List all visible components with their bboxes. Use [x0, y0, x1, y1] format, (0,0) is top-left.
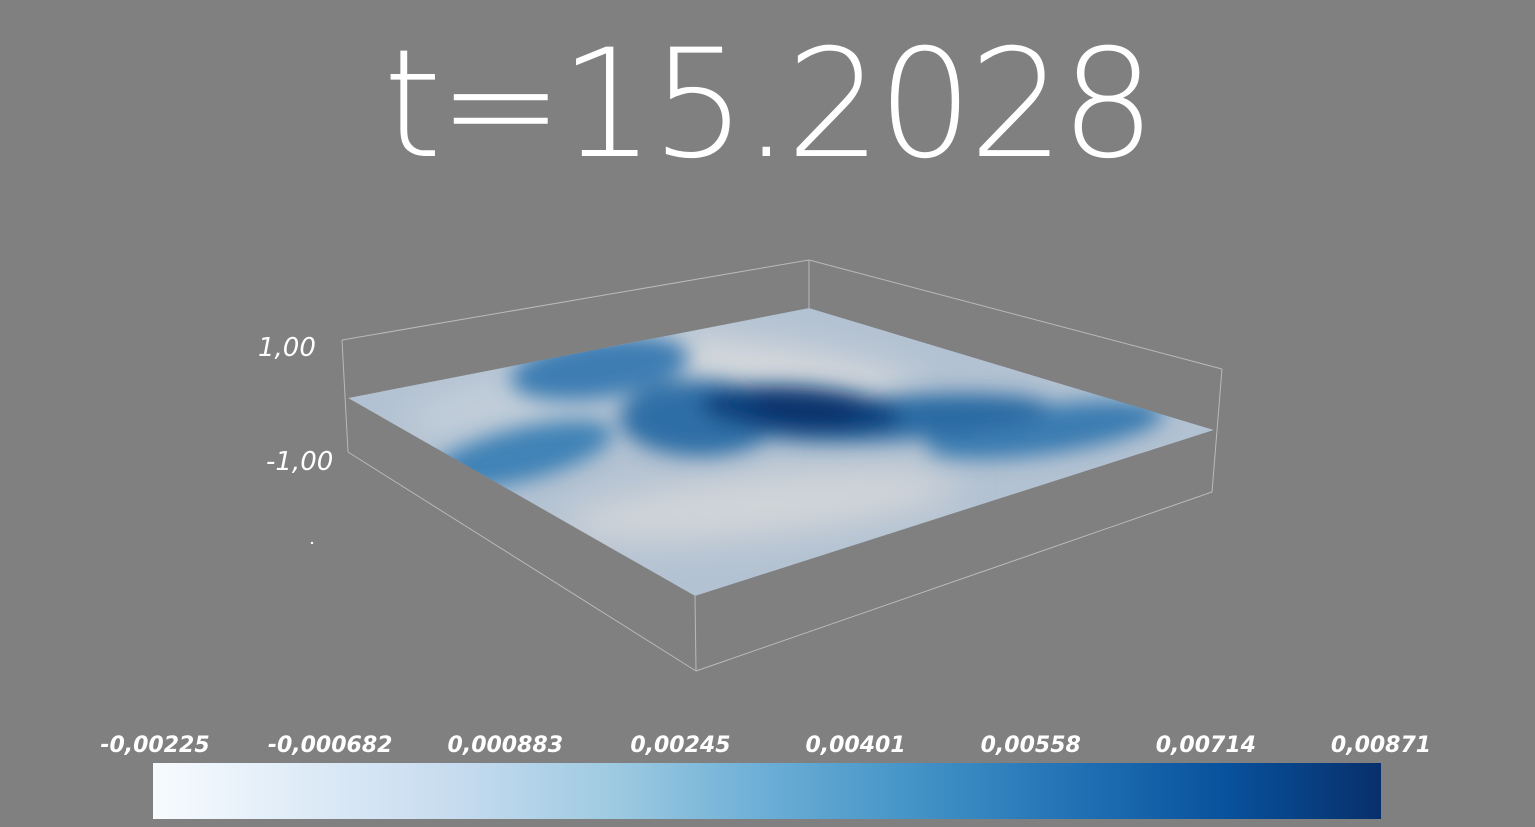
- bounding-box-back: [341, 259, 1223, 493]
- colorbar-tick-labels: -0,00225 -0,000682 0,000883 0,00245 0,00401 0…: [0, 733, 1535, 763]
- surface-plot-scene[interactable]: 1,00 -1,00: [0, 0, 1535, 720]
- colorbar-tick-label: 0,00714: [1155, 733, 1256, 758]
- colorbar-tick-label: 0,00871: [1330, 733, 1432, 758]
- axes-origin-dot: [310, 541, 314, 545]
- scalar-surface: [348, 308, 1214, 596]
- colorbar-tick-label: -0,00225: [100, 733, 210, 758]
- z-axis-tick-top: 1,00: [258, 333, 316, 363]
- colorbar-tick-label: 0,00401: [805, 733, 906, 758]
- colorbar-tick-label: -0,000682: [267, 733, 393, 758]
- colorbar-tick-label: 0,00558: [980, 733, 1081, 758]
- colorbar-gradient: [153, 763, 1381, 819]
- colorbar-tick-label: 0,00245: [630, 733, 731, 758]
- colorbar-tick-label: 0,000883: [447, 733, 564, 758]
- bounding-box-front: [347, 451, 1213, 672]
- colorbar: [153, 763, 1381, 819]
- time-title: t=15.2028: [383, 18, 1156, 192]
- z-axis-tick-bottom: -1,00: [266, 447, 333, 477]
